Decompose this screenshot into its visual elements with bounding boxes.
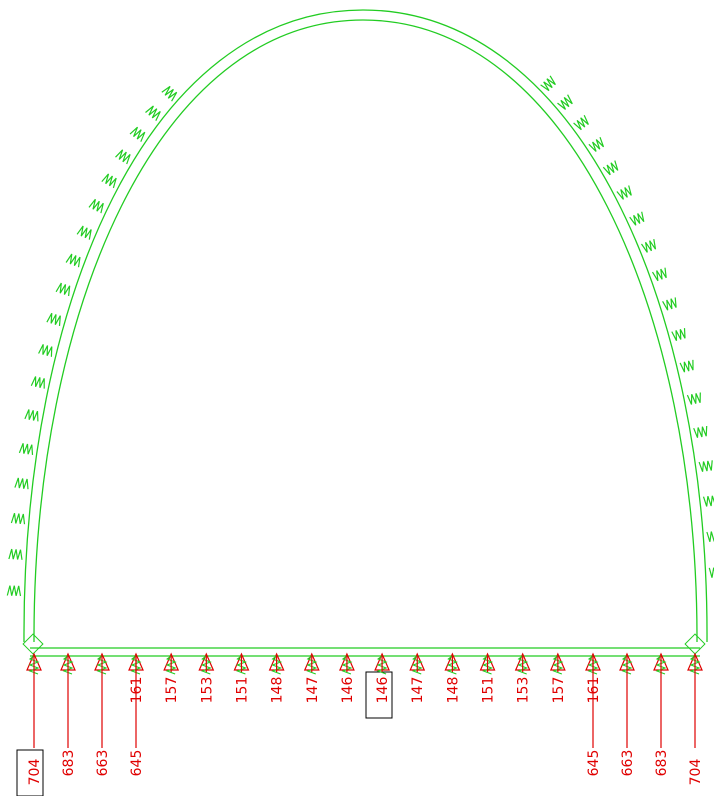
spring [616, 185, 632, 200]
spring [129, 126, 146, 142]
spring [686, 392, 701, 405]
reaction-label: 153 [516, 677, 532, 704]
spring [101, 173, 117, 189]
reaction-label: 161 [586, 677, 602, 704]
spring [55, 282, 71, 297]
reaction-label: 683 [61, 750, 77, 777]
reaction-label: 146 [340, 677, 356, 704]
reaction-label: 148 [270, 677, 286, 704]
spring [96, 655, 108, 675]
spring [671, 328, 686, 341]
spring [411, 655, 423, 675]
reaction-label: 157 [164, 677, 180, 704]
reaction-label: 683 [654, 750, 670, 777]
reaction-label: 161 [129, 677, 145, 704]
spring [481, 655, 494, 675]
spring [629, 211, 645, 226]
spring [602, 160, 619, 176]
spring [38, 344, 53, 357]
spring [88, 198, 104, 214]
reaction-label: 151 [234, 677, 250, 704]
reaction-label: 151 [481, 677, 497, 704]
corner-node [22, 633, 44, 655]
spring [621, 655, 633, 675]
reaction-label: 645 [129, 750, 145, 777]
spring [306, 655, 318, 675]
spring [200, 655, 212, 675]
spring [689, 655, 701, 675]
spring [14, 477, 29, 490]
spring [446, 655, 458, 675]
spring [517, 655, 529, 675]
highlight-box [16, 749, 44, 796]
spring [693, 425, 708, 438]
highlight-box [365, 671, 393, 719]
spring [341, 655, 353, 675]
spring [702, 495, 714, 507]
spring [557, 94, 573, 110]
reaction-label: 663 [620, 750, 636, 777]
spring [540, 75, 556, 92]
spring [76, 225, 92, 240]
spring [6, 585, 22, 597]
spring [24, 409, 39, 422]
reaction-label: 146 [375, 677, 391, 704]
spring [698, 460, 713, 472]
spring [588, 136, 605, 152]
spring [552, 655, 564, 675]
spring [235, 655, 248, 675]
spring [706, 531, 714, 542]
spring [10, 513, 26, 525]
reaction-label: 157 [551, 677, 567, 704]
spring [62, 655, 74, 675]
spring [679, 359, 694, 373]
corner-node [684, 633, 706, 655]
spring [8, 548, 23, 560]
reaction-label: 147 [410, 677, 426, 704]
spring [708, 567, 714, 578]
reaction-label: 153 [199, 677, 215, 704]
spring [30, 376, 45, 389]
inner-lining [33, 19, 698, 643]
spring [641, 239, 657, 253]
spring [28, 655, 40, 675]
reaction-label: 148 [445, 677, 461, 704]
spring [651, 267, 667, 282]
spring [655, 655, 667, 675]
spring [161, 85, 178, 102]
outer-lining [23, 9, 708, 643]
spring [46, 312, 61, 326]
spring [376, 655, 388, 675]
spring [18, 443, 34, 455]
reaction-label: 645 [586, 750, 602, 777]
spring [573, 114, 589, 131]
reaction-label: 147 [305, 677, 321, 704]
spring [587, 655, 599, 675]
spring [662, 297, 677, 311]
spring [65, 253, 81, 268]
reaction-label: 663 [95, 750, 111, 777]
spring [271, 655, 283, 675]
reaction-label: 704 [688, 759, 704, 786]
spring [115, 149, 131, 165]
reaction-label: 704 [27, 759, 43, 786]
spring [130, 655, 142, 675]
spring [145, 105, 161, 121]
spring [165, 655, 177, 675]
